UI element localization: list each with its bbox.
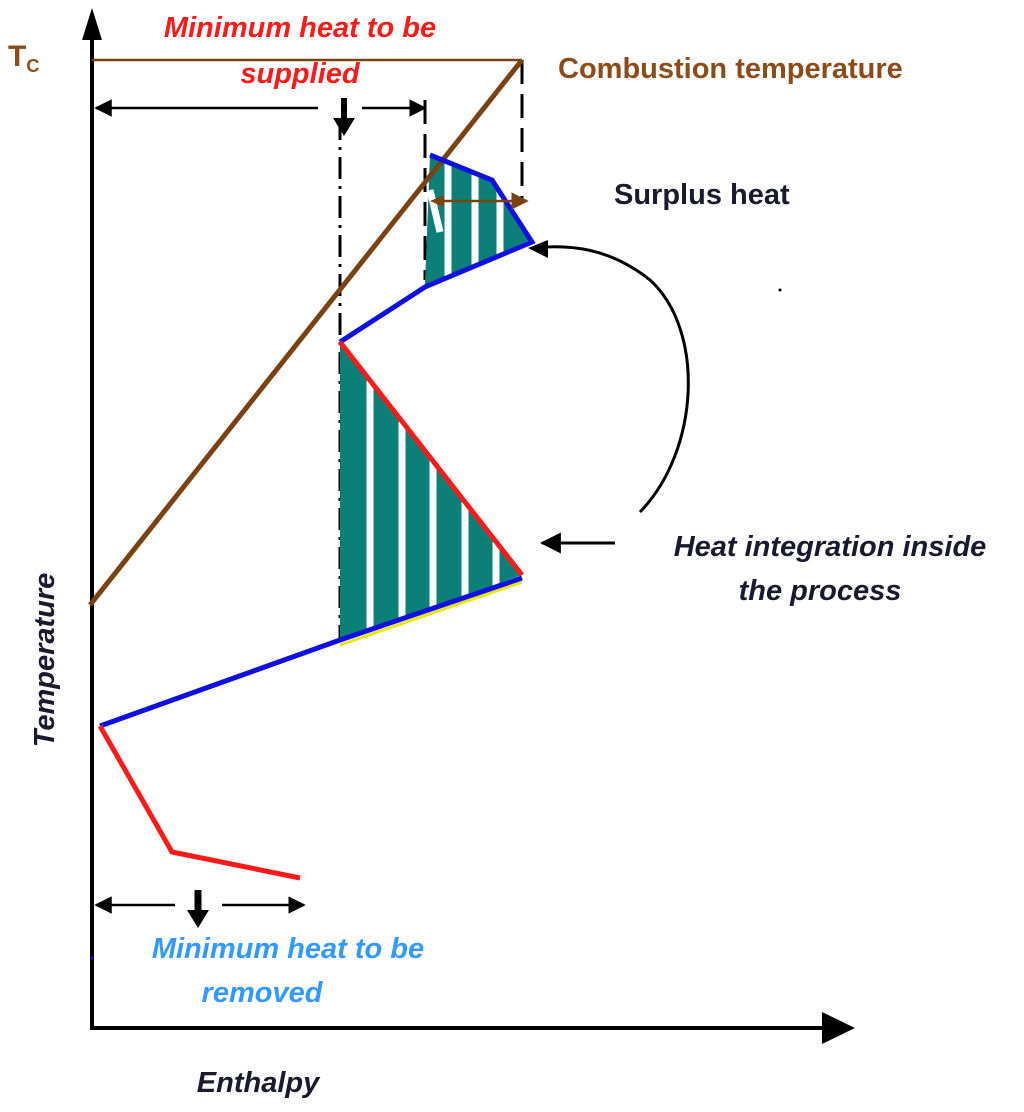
- x-axis-arrowhead: [822, 1012, 855, 1044]
- heat-integration-label-line2: the process: [739, 575, 902, 607]
- surplus-fill-gaps: [426, 160, 504, 280]
- min-heat-supplied-label-line2: supplied: [240, 58, 361, 90]
- cold-composite-curve-upper: [338, 152, 536, 345]
- stray-dot: [778, 288, 782, 292]
- min-heat-removed-label-line2: removed: [202, 977, 324, 1009]
- x-axis-label: Enthalpy: [197, 1067, 321, 1099]
- hot-composite-curve-lower: [97, 724, 301, 881]
- y-axis-arrowhead: [82, 8, 102, 40]
- cold-composite-curve: [99, 575, 523, 729]
- tc-label: TC: [8, 40, 39, 76]
- integration-fill-gaps: [366, 381, 500, 630]
- min-heat-removed-label-line1: Minimum heat to be: [152, 933, 424, 965]
- combustion-fuel-line: [88, 58, 524, 607]
- min-heat-supplied-down-arrowhead: [333, 118, 355, 136]
- heat-loop-curve: [531, 245, 690, 514]
- combustion-temperature-label: Combustion temperature: [558, 53, 903, 85]
- min-heat-removed-down-arrowhead: [187, 910, 209, 928]
- integration-yellow-edge: [339, 580, 523, 647]
- min-heat-supplied-label-line1: Minimum heat to be: [164, 12, 436, 44]
- stray-dot: [90, 956, 94, 960]
- y-axis-label: Temperature: [29, 573, 61, 748]
- hot-composite-curve-upper: [338, 340, 524, 577]
- heat-loop-arrowhead: [528, 240, 548, 258]
- heat-integration-label-line1: Heat integration inside: [674, 531, 987, 563]
- surplus-arrow-left-head: [430, 195, 444, 207]
- surplus-heat-label: Surplus heat: [614, 179, 790, 211]
